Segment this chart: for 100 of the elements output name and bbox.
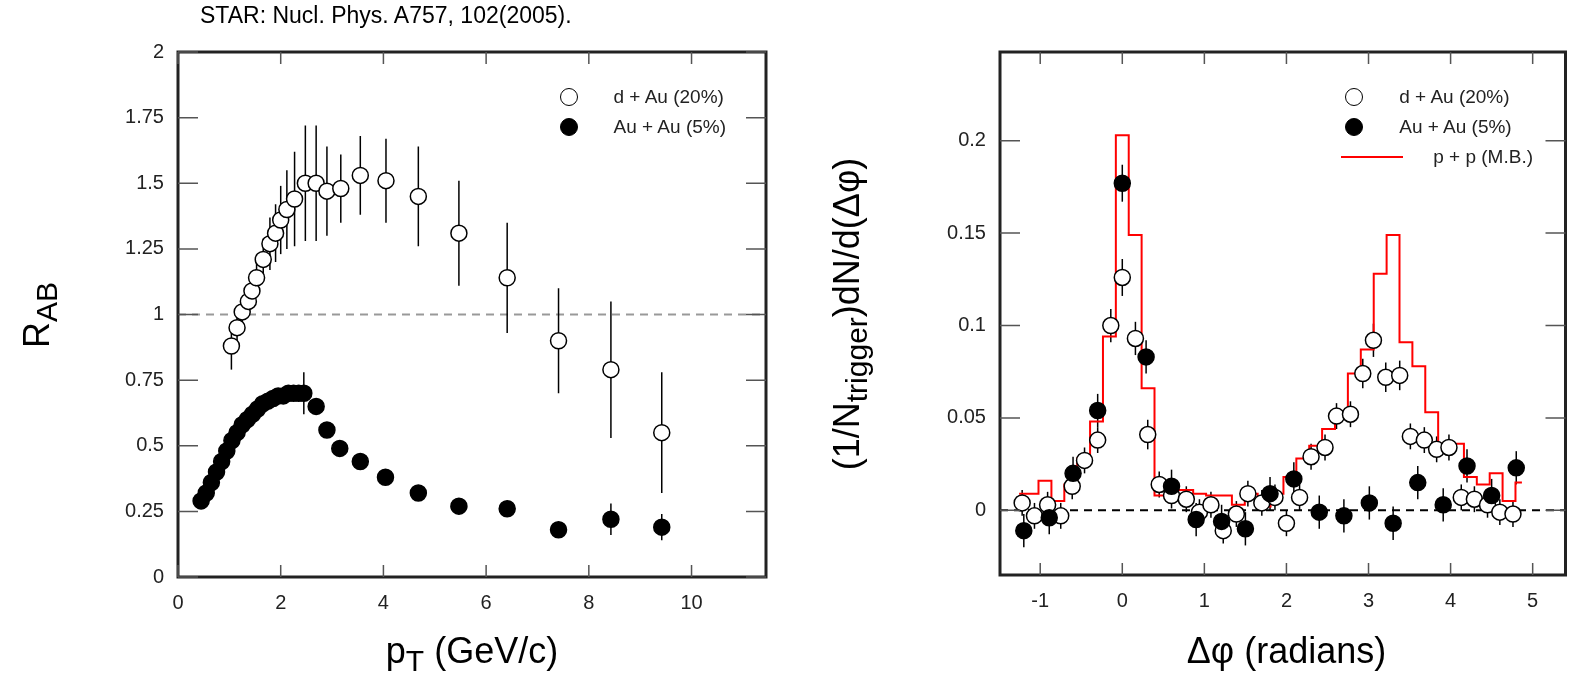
point — [1138, 425, 1157, 444]
point — [653, 423, 671, 442]
point — [602, 510, 620, 528]
point — [1227, 505, 1246, 523]
point — [1187, 510, 1205, 529]
point — [450, 497, 468, 515]
x-tick-label: 0 — [172, 590, 184, 613]
point — [1290, 488, 1309, 507]
point — [1458, 457, 1476, 475]
legend-label: p + p (M.B.) — [1433, 145, 1533, 169]
point — [1162, 477, 1181, 496]
point — [1401, 427, 1420, 446]
point — [498, 500, 516, 518]
point — [1212, 512, 1231, 531]
point — [228, 318, 246, 337]
chart-title: STAR: Nucl. Phys. A757, 102(2005). — [200, 2, 572, 29]
y-tick-label: 0 — [974, 497, 986, 520]
x-tick-label: 0 — [1116, 588, 1128, 611]
legend-label: Au + Au (5%) — [1399, 115, 1512, 139]
point — [1390, 366, 1409, 385]
point — [549, 332, 568, 350]
legend-label: d + Au (20%) — [613, 85, 724, 109]
point — [1341, 405, 1360, 423]
point — [307, 397, 325, 416]
y-tick-label: 1.75 — [125, 105, 164, 128]
point — [450, 224, 468, 242]
y-tick-label: 1.25 — [125, 236, 164, 259]
y-tick-label: 0 — [152, 564, 164, 587]
point — [1088, 431, 1107, 449]
point — [1277, 514, 1296, 532]
y-tick-label: 0.1 — [958, 313, 986, 336]
y-tick-label: 0.5 — [136, 433, 164, 456]
point — [498, 269, 516, 287]
point — [1236, 520, 1255, 538]
y-tick-label: 0.2 — [958, 128, 986, 151]
x-tick-label: 8 — [583, 590, 595, 613]
x-tick-label: 6 — [480, 590, 492, 613]
point — [1261, 484, 1279, 503]
point — [351, 166, 370, 185]
x-tick-label: 4 — [377, 590, 389, 613]
y-tick-label: 2 — [152, 39, 164, 62]
point — [1364, 331, 1383, 350]
point — [1354, 364, 1372, 383]
x-tick-label: 1 — [1198, 588, 1210, 611]
x-tick-label: 2 — [275, 590, 287, 613]
x-axis-title: p$_{T}$ (GeV/c) — [385, 630, 559, 679]
point — [1465, 490, 1484, 508]
point — [1202, 496, 1220, 514]
point — [1126, 329, 1145, 348]
point — [1482, 486, 1501, 505]
point — [409, 187, 428, 206]
y-tick-label: 0.05 — [947, 405, 986, 428]
point — [254, 250, 272, 269]
point — [1137, 348, 1155, 366]
point — [409, 484, 428, 502]
point — [1415, 431, 1434, 449]
point — [1409, 473, 1427, 492]
point — [318, 421, 336, 439]
point — [602, 360, 620, 379]
point — [1384, 514, 1402, 532]
y-tick-label: 0.15 — [947, 220, 986, 243]
y-tick-label: 0.25 — [125, 498, 164, 521]
x-tick-label: 5 — [1527, 588, 1539, 611]
point — [1335, 507, 1353, 525]
point — [1285, 470, 1303, 488]
point — [377, 171, 395, 190]
point — [285, 190, 304, 208]
point — [1113, 268, 1132, 287]
point — [1015, 521, 1033, 540]
x-axis-title: Δφ (radians) — [1186, 630, 1387, 672]
point — [1239, 484, 1257, 503]
point — [222, 337, 241, 355]
point — [653, 518, 671, 536]
point — [247, 269, 266, 287]
point — [1316, 438, 1334, 457]
point — [1075, 451, 1094, 470]
point — [1177, 490, 1196, 508]
point — [1013, 494, 1031, 512]
x-tick-label: 10 — [680, 590, 703, 613]
legend-label: d + Au (20%) — [1399, 85, 1510, 109]
point — [351, 452, 370, 471]
point — [1025, 507, 1044, 525]
point — [1302, 447, 1320, 466]
point — [332, 179, 350, 198]
point — [1064, 464, 1082, 483]
point — [1310, 503, 1329, 521]
point — [1360, 494, 1379, 512]
point — [1440, 438, 1458, 457]
x-tick-label: -1 — [1031, 588, 1050, 611]
y-tick-label: 1.5 — [136, 170, 164, 193]
y-tick-label: 1 — [152, 302, 164, 325]
x-tick-label: 2 — [1280, 588, 1293, 611]
point — [331, 439, 349, 458]
point — [376, 468, 395, 486]
legend-label: Au + Au (5%) — [613, 115, 726, 139]
y-tick-label: 0.75 — [125, 367, 164, 390]
point — [1507, 459, 1526, 477]
x-tick-label: 4 — [1445, 588, 1457, 611]
point — [1102, 316, 1120, 335]
point — [1040, 508, 1058, 527]
